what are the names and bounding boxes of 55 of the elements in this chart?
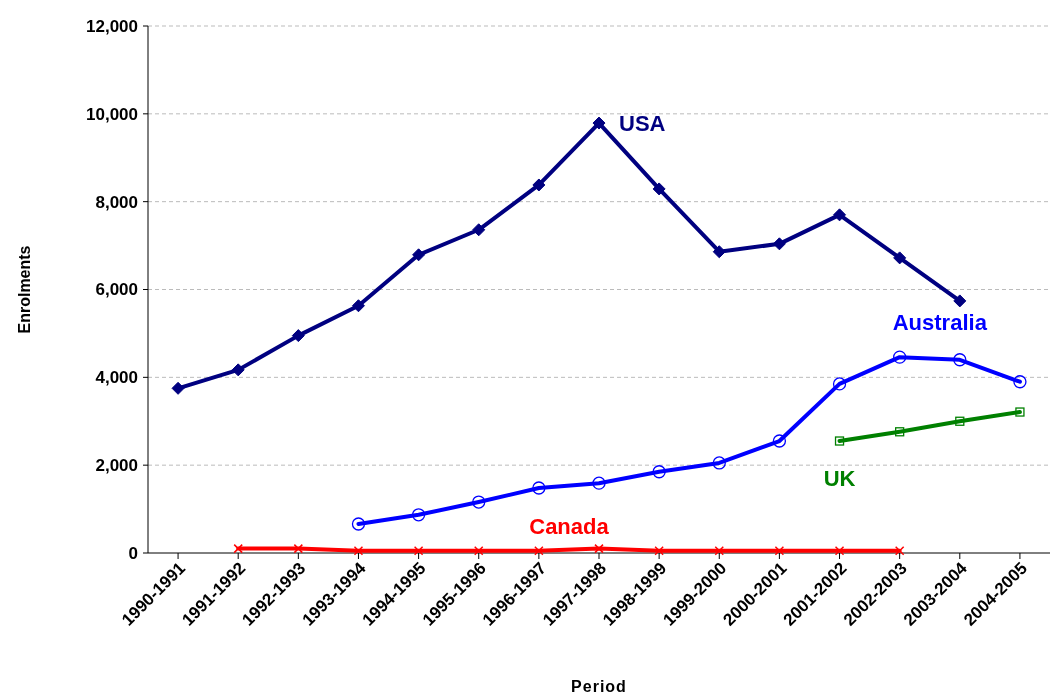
point	[293, 543, 304, 554]
point	[171, 381, 185, 395]
point	[412, 248, 426, 262]
point	[833, 208, 847, 222]
y-tick-label: 12,000	[86, 16, 138, 36]
point	[955, 416, 965, 426]
point	[472, 223, 486, 237]
point	[532, 178, 546, 192]
point	[532, 481, 546, 495]
point	[592, 476, 606, 490]
point	[654, 546, 664, 556]
point	[893, 350, 907, 364]
point	[712, 245, 726, 259]
point	[894, 546, 905, 556]
point	[231, 363, 245, 377]
point	[534, 546, 544, 556]
point	[473, 546, 484, 556]
point	[351, 299, 365, 313]
series-label: USA	[619, 111, 666, 137]
point	[834, 436, 845, 446]
point	[1013, 375, 1027, 389]
point	[594, 543, 604, 554]
y-tick-label: 8,000	[95, 192, 138, 212]
point	[834, 546, 845, 556]
series-label: Australia	[892, 309, 988, 335]
point	[774, 546, 785, 556]
point	[772, 434, 787, 448]
point	[291, 329, 305, 343]
point	[413, 546, 424, 556]
y-tick-label: 2,000	[95, 456, 138, 476]
point	[1015, 407, 1025, 417]
series-label: Canada	[529, 513, 610, 539]
point	[895, 427, 905, 437]
point	[714, 546, 725, 556]
series-label: UK	[823, 466, 856, 492]
point	[772, 237, 786, 251]
x-axis-title: Period	[571, 678, 627, 695]
y-tick-label: 0	[128, 543, 138, 563]
point	[953, 353, 967, 367]
point	[953, 294, 967, 308]
point	[472, 495, 486, 509]
point	[893, 251, 907, 265]
point	[592, 116, 606, 130]
y-tick-label: 4,000	[95, 368, 138, 388]
y-tick-label: 10,000	[86, 104, 138, 124]
point	[652, 465, 666, 479]
y-axis-title: Enrolments	[16, 245, 33, 334]
point	[233, 543, 243, 554]
point	[351, 517, 366, 531]
point	[652, 182, 666, 196]
point	[353, 546, 364, 556]
point	[411, 508, 426, 522]
point	[712, 456, 726, 470]
point	[832, 377, 847, 391]
y-tick-label: 6,000	[95, 280, 138, 300]
